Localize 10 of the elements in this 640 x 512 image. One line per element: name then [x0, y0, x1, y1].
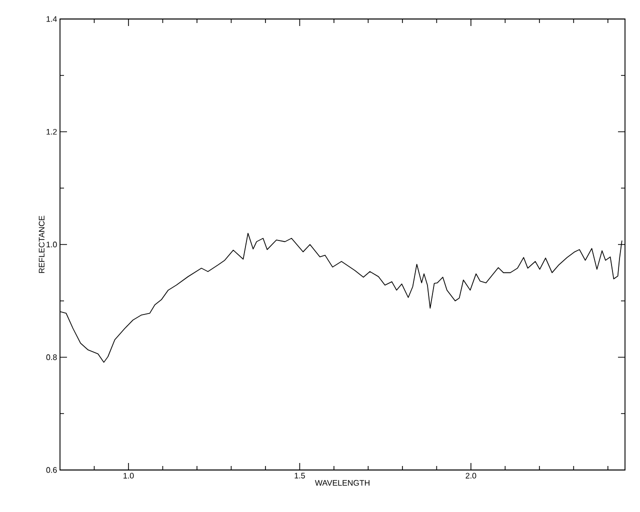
- y-axis-title: REFLECTANCE: [38, 216, 44, 273]
- y-tick-label: 1.2: [46, 128, 57, 135]
- y-tick-label: 0.8: [46, 354, 57, 360]
- x-tick-label: 2.0: [466, 472, 476, 479]
- x-tick-label: 1.5: [294, 472, 305, 478]
- y-tick-label: 1.0: [46, 242, 57, 248]
- x-tick-label: 1.0: [124, 472, 134, 479]
- x-axis-title: WAVELENGTH: [314, 480, 370, 486]
- y-tick-label: 0.6: [46, 467, 57, 473]
- y-tick-label: 1.4: [46, 16, 57, 22]
